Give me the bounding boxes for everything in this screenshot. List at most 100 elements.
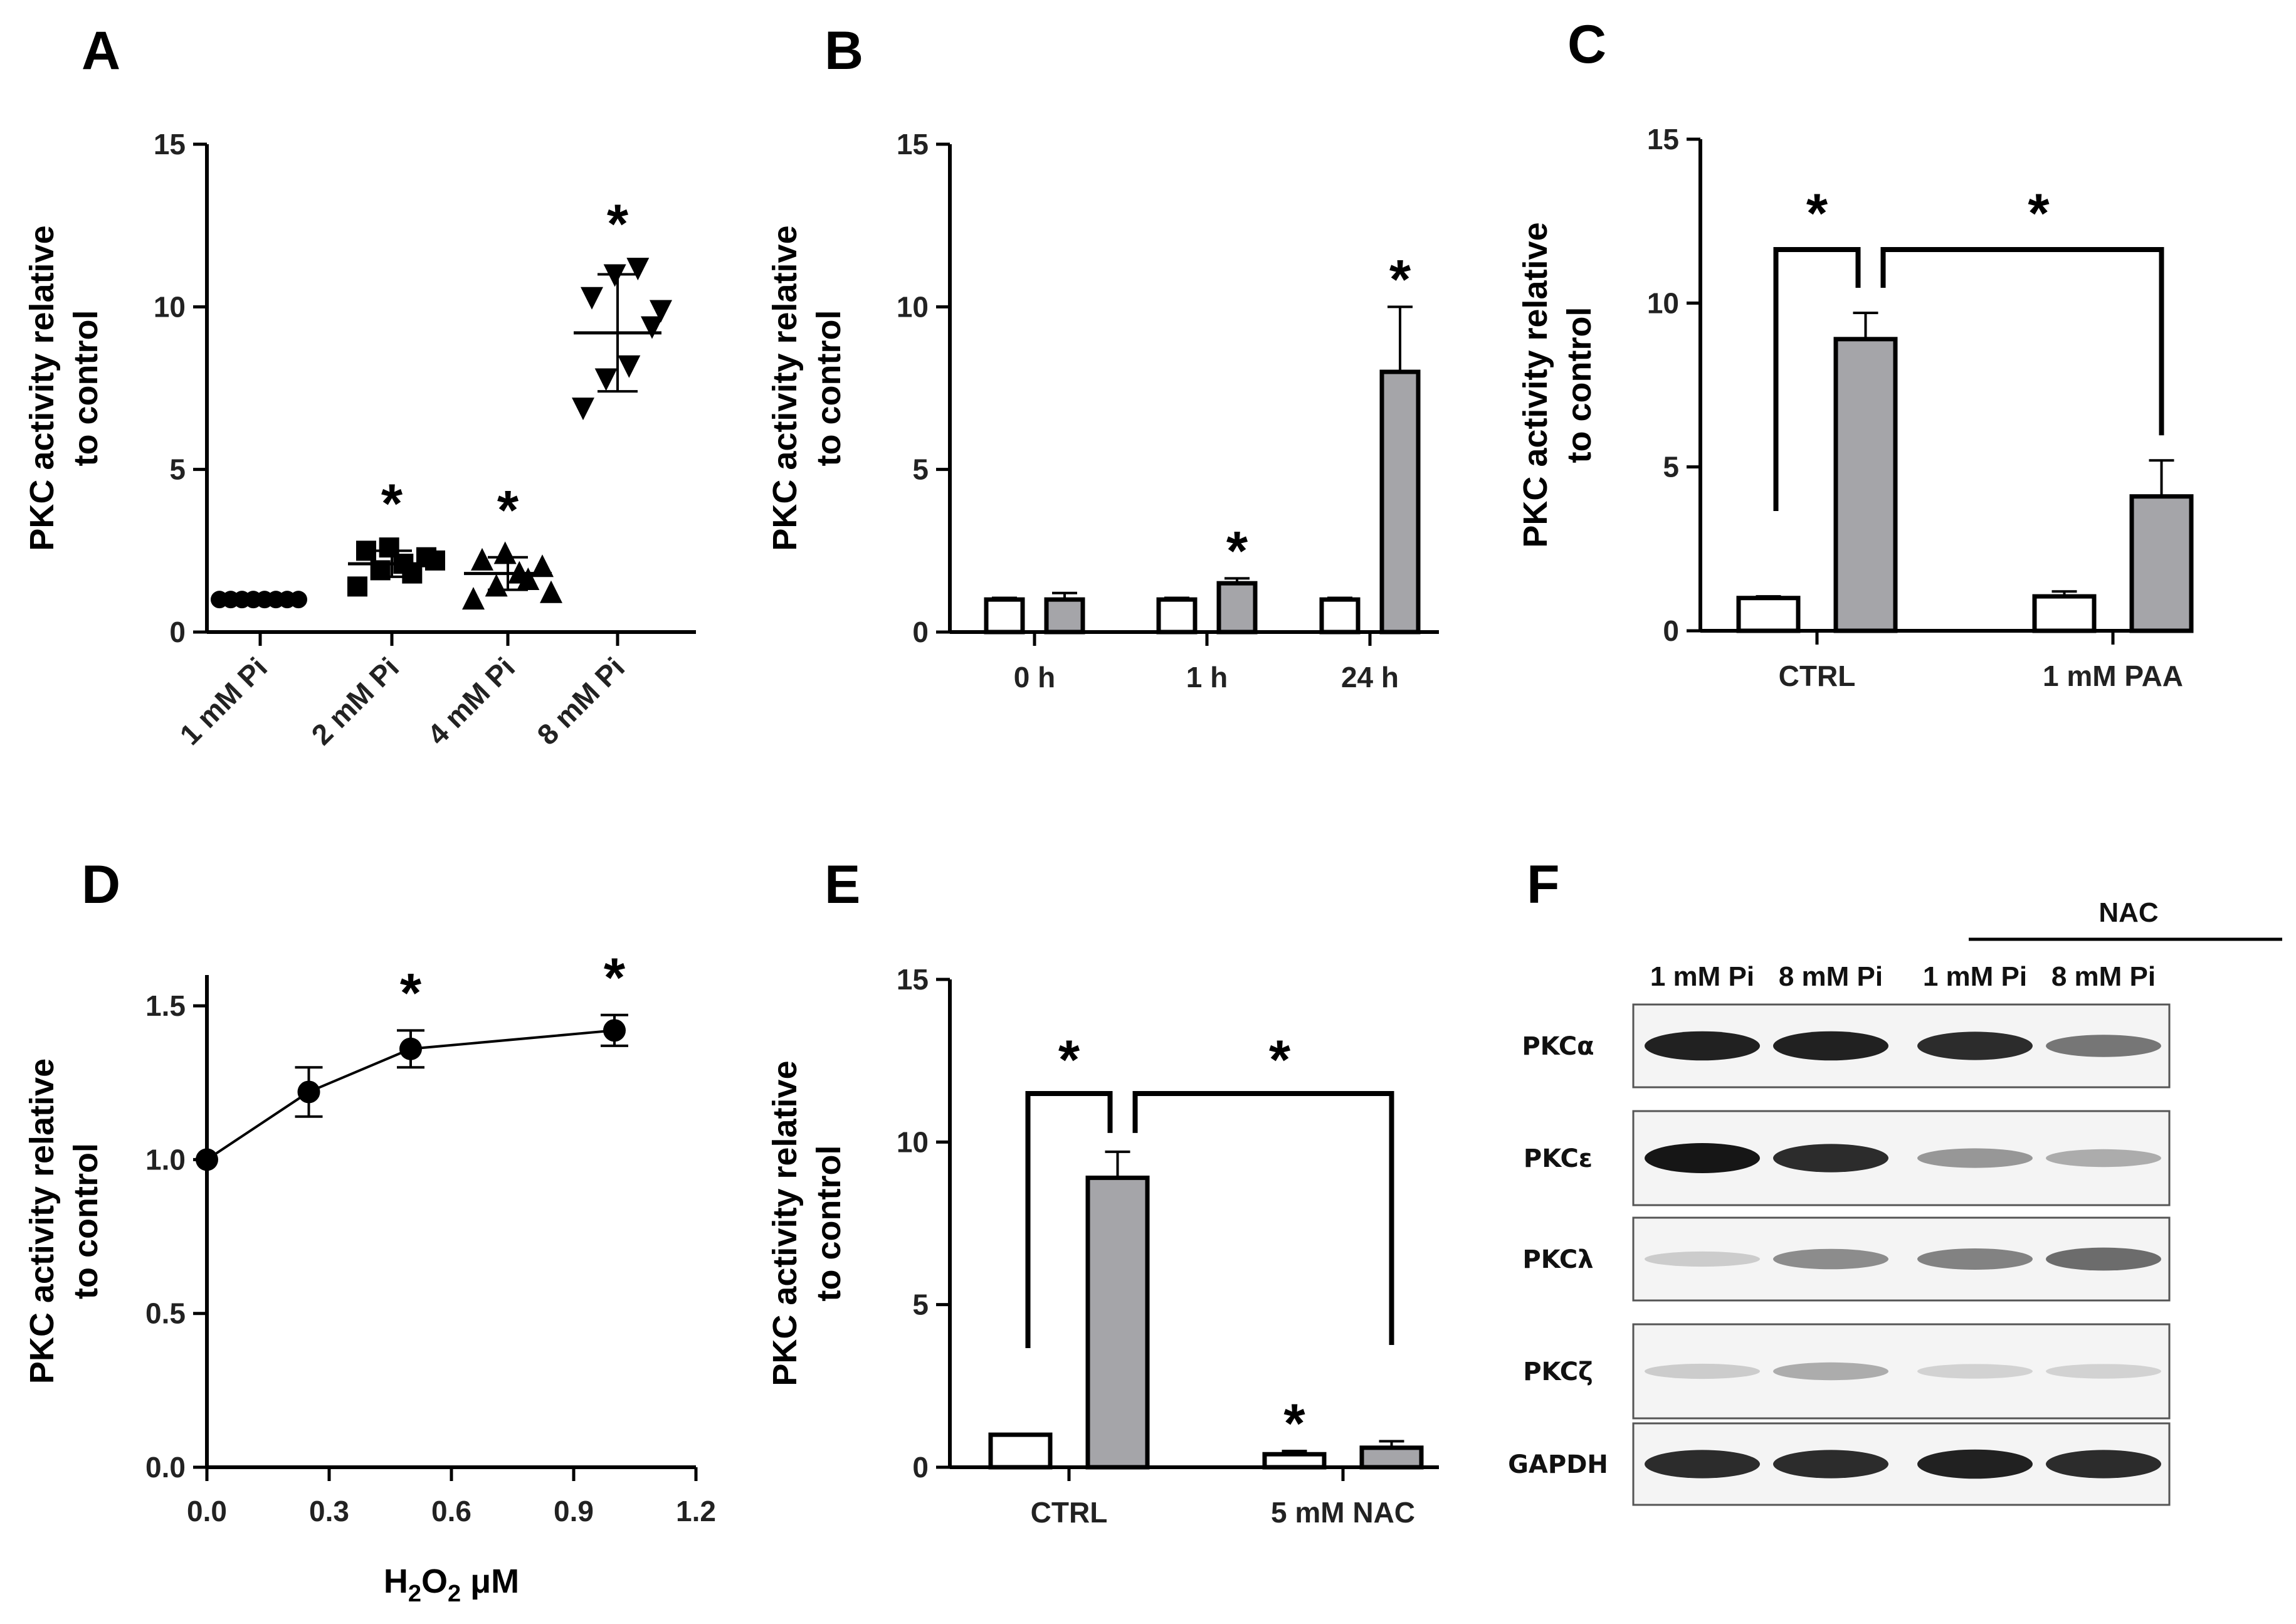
blot-band [1773,1248,1888,1270]
y-axis-label-line2: to control [67,310,105,467]
panel-label-f: F [1527,855,1560,915]
significance-star: * [497,479,519,541]
panel-label-e: E [824,855,860,915]
blot-row-label: PKCζ [1523,1358,1593,1386]
significance-bracket [1132,1091,1394,1345]
nac-group-label: NAC [2099,897,2158,928]
x-tick-label: 24 h [1341,661,1399,693]
blot-row-label: GAPDH [1508,1450,1608,1479]
y-axis-label: PKC activity relative [23,1058,61,1384]
y-axis-label: PKC activity relative [1517,222,1554,547]
significance-star: * [607,192,629,255]
data-point [485,574,508,597]
data-point [517,567,540,591]
y-tick-label: 15 [154,128,186,161]
blot-band [1917,1248,2033,1270]
bar-control [1736,596,1801,633]
panel-c: C 0 5 10 15 PKC activity relative to control C… [1517,14,2194,692]
significance-star: * [400,961,422,1023]
panel-label-d: D [82,855,120,915]
panel-a: A 0 5 10 15 PKC activity relative to control 1… [23,21,696,751]
x-tick-label: 1 mM PAA [2043,660,2183,692]
significance-bracket [1773,247,1861,511]
x-tick-label: 1 mM Pi [173,651,273,751]
data-point [641,316,663,339]
y-tick-label: 15 [897,128,929,161]
data-point [626,258,650,281]
y-axis-label: PKC activity relative [766,225,804,551]
x-axis-label-part: 2 [448,1581,461,1607]
significance-star: * [1058,1028,1080,1090]
lane-label: 1 mM Pi [1923,961,2027,992]
x-tick-label: 0.3 [309,1495,349,1527]
x-axis-label: H2O2 μM [384,1563,519,1607]
panel-d: D 0.0 0.5 1.0 1.5 0.0 0.3 0.6 0.9 1.2 PKC activit… [23,855,716,1607]
data-point [618,355,641,378]
panel-b: B 0 5 10 15 PKC activity relative to control 0… [766,21,1439,693]
x-tick-label: 2 mM Pi [305,651,405,751]
bar-control [1319,597,1361,635]
y-tick-label: 0.0 [145,1451,186,1484]
blot-band [1645,1450,1760,1479]
x-axis-label-part: μM [461,1563,519,1600]
y-tick-label: 0 [912,1451,929,1484]
data-point [402,563,423,584]
bar-treated [1085,1175,1150,1470]
y-axis-label-line2: to control [1561,307,1598,463]
blot-band [1917,1364,2033,1379]
data-point [531,554,554,577]
bar-treated [2129,494,2194,633]
x-axis-label-part: 2 [408,1581,421,1607]
data-point [603,1019,626,1042]
y-axis-label: PKC activity relative [23,225,61,551]
y-tick-label: 0 [1663,614,1679,647]
y-tick-label: 5 [169,453,186,486]
data-point [594,368,618,391]
x-tick-label: 4 mM Pi [421,651,521,751]
bar-treated [1379,369,1421,635]
panel-label-b: B [824,21,863,81]
blot-band [2046,1364,2161,1379]
panel-label-c: C [1567,14,1606,75]
blot-band [1773,1450,1888,1479]
significance-star: * [1389,248,1411,310]
y-tick-label: 5 [912,1289,929,1321]
panel-label-a: A [82,21,120,81]
blot-row-label: PKCλ [1522,1245,1593,1274]
bar-treated [1833,337,1898,633]
data-point [196,1148,218,1171]
significance-bracket [1880,247,2164,436]
x-tick-label: 0.6 [431,1495,471,1527]
x-tick-label: 0.0 [187,1495,227,1527]
significance-star: * [1283,1392,1305,1454]
y-tick-label: 0 [169,616,186,648]
data-point [650,300,672,323]
data-point [471,547,493,571]
data-point [581,287,603,310]
blot-band [2046,1149,2161,1168]
lane-label: 8 mM Pi [1779,961,1883,992]
series-line [206,1029,615,1161]
x-tick-label: 8 mM Pi [530,651,631,751]
blot-row-label: PKCα [1522,1032,1594,1061]
y-tick-label: 1.0 [145,1143,186,1176]
y-tick-label: 10 [897,1126,929,1158]
y-axis-label: PKC activity relative [766,1060,804,1386]
blot-band [2046,1035,2161,1057]
x-axis-label-part: H [384,1563,408,1600]
data-point [425,550,445,571]
blot-band [1917,1449,2033,1479]
significance-star: * [381,472,403,534]
blot-band [1645,1143,1760,1173]
y-tick-label: 0.5 [145,1297,186,1330]
blot-band [1773,1362,1888,1381]
significance-star: * [1269,1028,1291,1090]
x-tick-label: 1.2 [676,1495,716,1527]
bar-control [2032,594,2097,633]
blot-band [1917,1031,2033,1060]
data-point [297,1080,320,1104]
panel-e: E 0 5 10 15 PKC activity relative to control C… [766,855,1439,1529]
x-axis-label-part: O [421,1563,448,1600]
blot-band [1773,1031,1888,1061]
y-tick-label: 15 [1647,123,1679,156]
